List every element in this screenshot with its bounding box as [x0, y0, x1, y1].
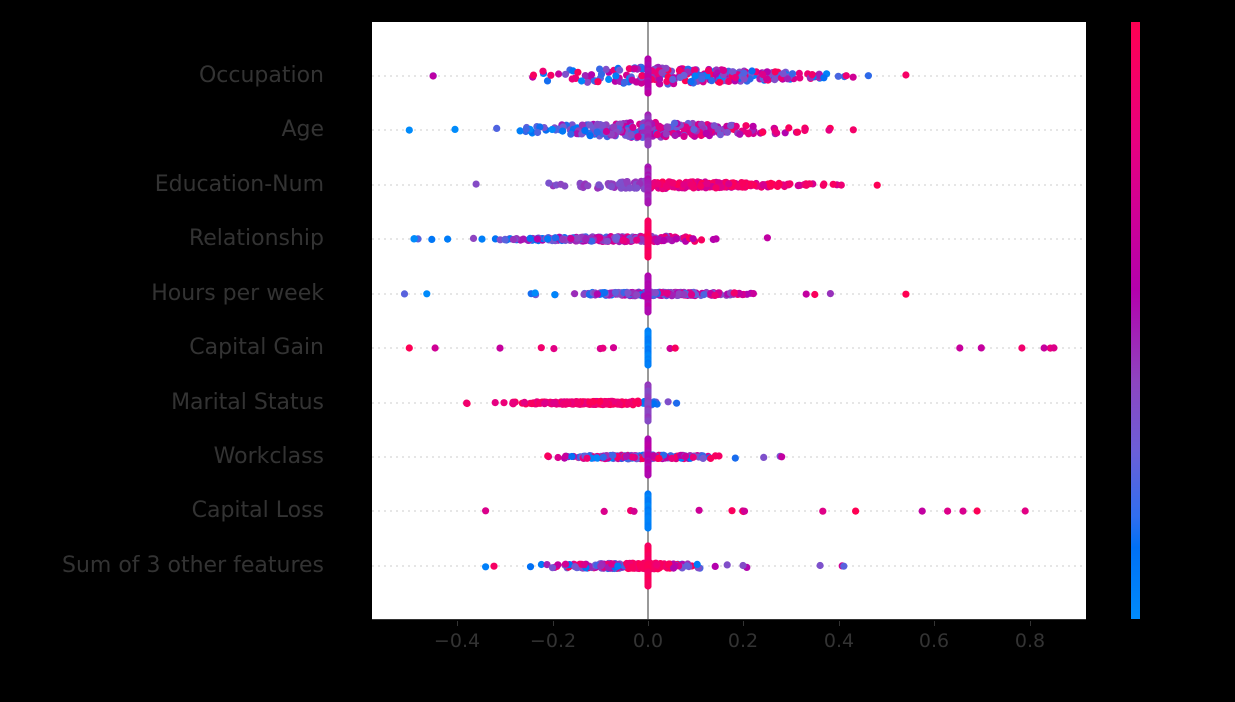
x-tick: [648, 621, 649, 626]
feature-label-sum-other: Sum of 3 other features: [61, 553, 324, 578]
feature-label-occupation: Occupation: [198, 63, 324, 88]
x-tick-label: 0.2: [727, 630, 759, 652]
x-tick: [553, 621, 554, 626]
x-tick: [743, 621, 744, 626]
x-tick: [934, 621, 935, 626]
feature-label-capital-loss: Capital Loss: [191, 498, 324, 523]
feature-label-education-num: Education-Num: [154, 172, 324, 197]
feature-label-relationship: Relationship: [188, 226, 324, 251]
feature-label-age: Age: [281, 117, 324, 142]
feature-label-marital-status: Marital Status: [171, 390, 324, 415]
feature-value-colorbar: [1131, 22, 1140, 619]
feature-label-workclass: Workclass: [213, 444, 324, 469]
x-tick: [839, 621, 840, 626]
x-tick-label: 0.4: [823, 630, 855, 652]
feature-label-capital-gain: Capital Gain: [189, 335, 324, 360]
x-tick-label: −0.2: [529, 630, 577, 652]
x-tick-label: 0.6: [918, 630, 950, 652]
x-tick-label: −0.4: [433, 630, 481, 652]
x-tick-label: 0.8: [1014, 630, 1046, 652]
x-tick-label: 0.0: [632, 630, 664, 652]
x-axis-line: [372, 619, 1086, 620]
plot-area: [372, 22, 1086, 619]
x-tick: [457, 621, 458, 626]
x-tick: [1030, 621, 1031, 626]
feature-label-hours-per-week: Hours per week: [151, 281, 324, 306]
